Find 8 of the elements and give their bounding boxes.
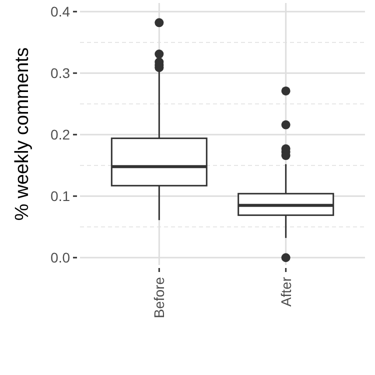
y-tick-label: 0.2: [50, 126, 70, 143]
y-tick-label: 0.3: [50, 65, 70, 82]
y-tick-label: 0.4: [50, 4, 70, 20]
x-tick-label: After: [278, 276, 294, 307]
y-tick-label: 0.1: [50, 188, 70, 204]
y-tick-label: 0.0: [50, 250, 70, 266]
y-axis-title: % weekly comments: [12, 47, 33, 221]
x-tick-label: Before: [151, 276, 168, 318]
